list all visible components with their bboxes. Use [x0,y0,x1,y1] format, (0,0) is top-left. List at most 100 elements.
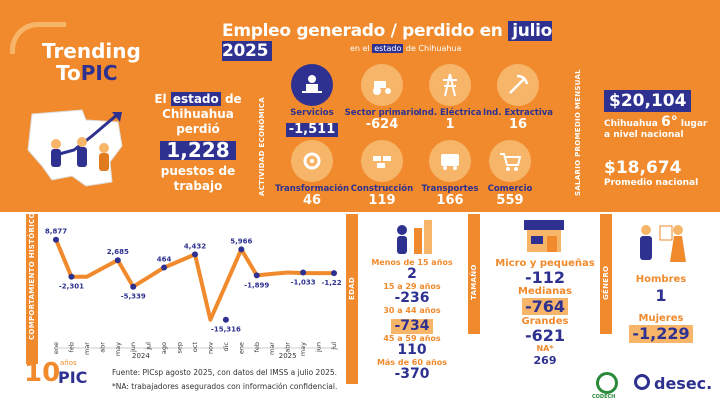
x-tick-label: abr [98,342,106,353]
age-value: -734 [391,319,433,334]
page-subtitle: en el estado de Chihuahua [350,44,461,53]
bus-icon [429,140,471,182]
size-name: Medianas [518,286,572,297]
x-tick-label: feb [253,342,261,352]
data-point [238,246,245,253]
salary-national-label: Promedio nacional [604,178,699,188]
data-point [192,251,198,258]
tractor-icon [361,64,403,106]
brand-to: To [56,61,81,85]
salary-national-value: $18,674 [604,158,682,178]
data-point [253,272,260,279]
logo-pic: PIC [58,368,88,387]
data-label: -5,339 [121,293,146,301]
age-value: -236 [394,290,430,306]
x-tick-label: dic [222,342,230,352]
rank-pre: Chihuahua [604,119,658,129]
title-text: Empleo generado / perdido en [222,21,503,41]
size-value: -112 [524,268,566,287]
state-unit2: trabajo [173,179,223,193]
women-label: Mujeres [638,313,684,324]
x-tick-label: mar [83,342,91,355]
state-pre: El [154,92,167,106]
data-label: 8,877 [45,228,67,236]
x-tick-label: jul [330,342,338,351]
data-point [68,273,75,280]
data-label: 464 [157,256,172,264]
state-hl: estado [170,92,221,106]
gender-side-band [600,214,612,334]
x-tick-label: abr [284,342,292,353]
data-point [53,236,59,243]
sector-label: Sector primario [344,108,420,118]
year-label-2025: 2025 [279,352,297,360]
desec-logo-icon [634,374,650,390]
sector-value: 119 [368,193,396,208]
data-label: -2,301 [59,283,84,291]
sector-label: Servicios [290,108,334,118]
sector-value: -1,511 [285,123,339,137]
salary-national: $18,674 Promedio nacional [604,158,698,188]
sector-value: 559 [496,193,524,208]
subtitle-hl: estado [372,44,404,53]
age-range: 30 a 44 años [383,306,441,315]
sector-value: -624 [365,117,399,132]
data-label: -1,899 [244,281,269,289]
sector-value: 1 [445,117,455,132]
sector-label: Ind. Extractiva [482,108,554,118]
x-tick-label: feb [67,342,75,352]
data-label: -1,033 [291,278,316,286]
gender-values: Hombres 1 Mujeres -1,229 [616,274,706,343]
sector-label: Comercio [487,184,533,194]
data-point [331,270,337,277]
age-range: 45 a 59 años [383,334,441,343]
pickaxe-icon [497,64,539,106]
state-value: 1,228 [160,140,236,160]
age-value: 2 [407,266,417,282]
x-tick-label: oct [191,342,199,353]
footer-source: Fuente: PICsp agosto 2025, con datos del… [112,368,338,377]
power-tower-icon [429,64,471,106]
store-icon [524,220,564,252]
size-name: NA* [536,344,554,353]
sector-value: 166 [436,193,464,208]
sector-label: Construcción [350,184,414,194]
brand-logo: Trending ToPIC [42,40,141,84]
x-tick-label: may [114,342,122,356]
gender-people-icon [640,225,686,262]
sector-comercio: Comercio 559 [470,140,550,208]
page-title: Empleo generado / perdido en julio 2025 [222,21,602,61]
codech-label: CODECH [592,394,616,400]
data-point [161,264,168,271]
age-value: 110 [397,342,427,358]
cart-icon [489,140,531,182]
sector-primario: Sector primario -624 [342,64,422,132]
logo-sub: años [60,359,77,367]
age-range: Más de 60 años [376,358,448,367]
sector-transportes: Transportes 166 [410,140,490,208]
age-value: -370 [394,366,430,382]
sector-label: Ind. Eléctrica [418,108,482,118]
size-groups: Micro y pequeñas -112 Medianas -764 Gran… [490,258,600,368]
year-label-2024: 2024 [132,352,150,360]
salary-state: $20,104 Chihuahua 6° lugar a nivel nacio… [604,90,707,140]
sector-construccion: Construcción 119 [342,140,422,208]
sector-label: Transformación [274,184,350,194]
sector-electrica: Ind. Eléctrica 1 [410,64,490,132]
subtitle-pre: en el [350,44,370,53]
desk-worker-icon [291,64,333,106]
x-tick-label: jul [145,342,153,351]
salary-state-value: $20,104 [604,90,692,112]
x-tick-label: jun [315,342,323,353]
data-label: 4,432 [184,242,206,250]
age-range: 15 a 29 años [383,282,441,291]
sector-extractiva: Ind. Extractiva 16 [478,64,558,132]
desec-label: desec. [654,374,713,393]
brand-line1: Trending [42,39,141,63]
data-point [222,316,229,323]
data-point [114,257,121,264]
men-label: Hombres [635,274,687,285]
codech-logo-icon [596,372,618,394]
brand-pic: PIC [80,61,118,85]
footer-note: *NA: trabajadores asegurados con informa… [112,382,338,391]
